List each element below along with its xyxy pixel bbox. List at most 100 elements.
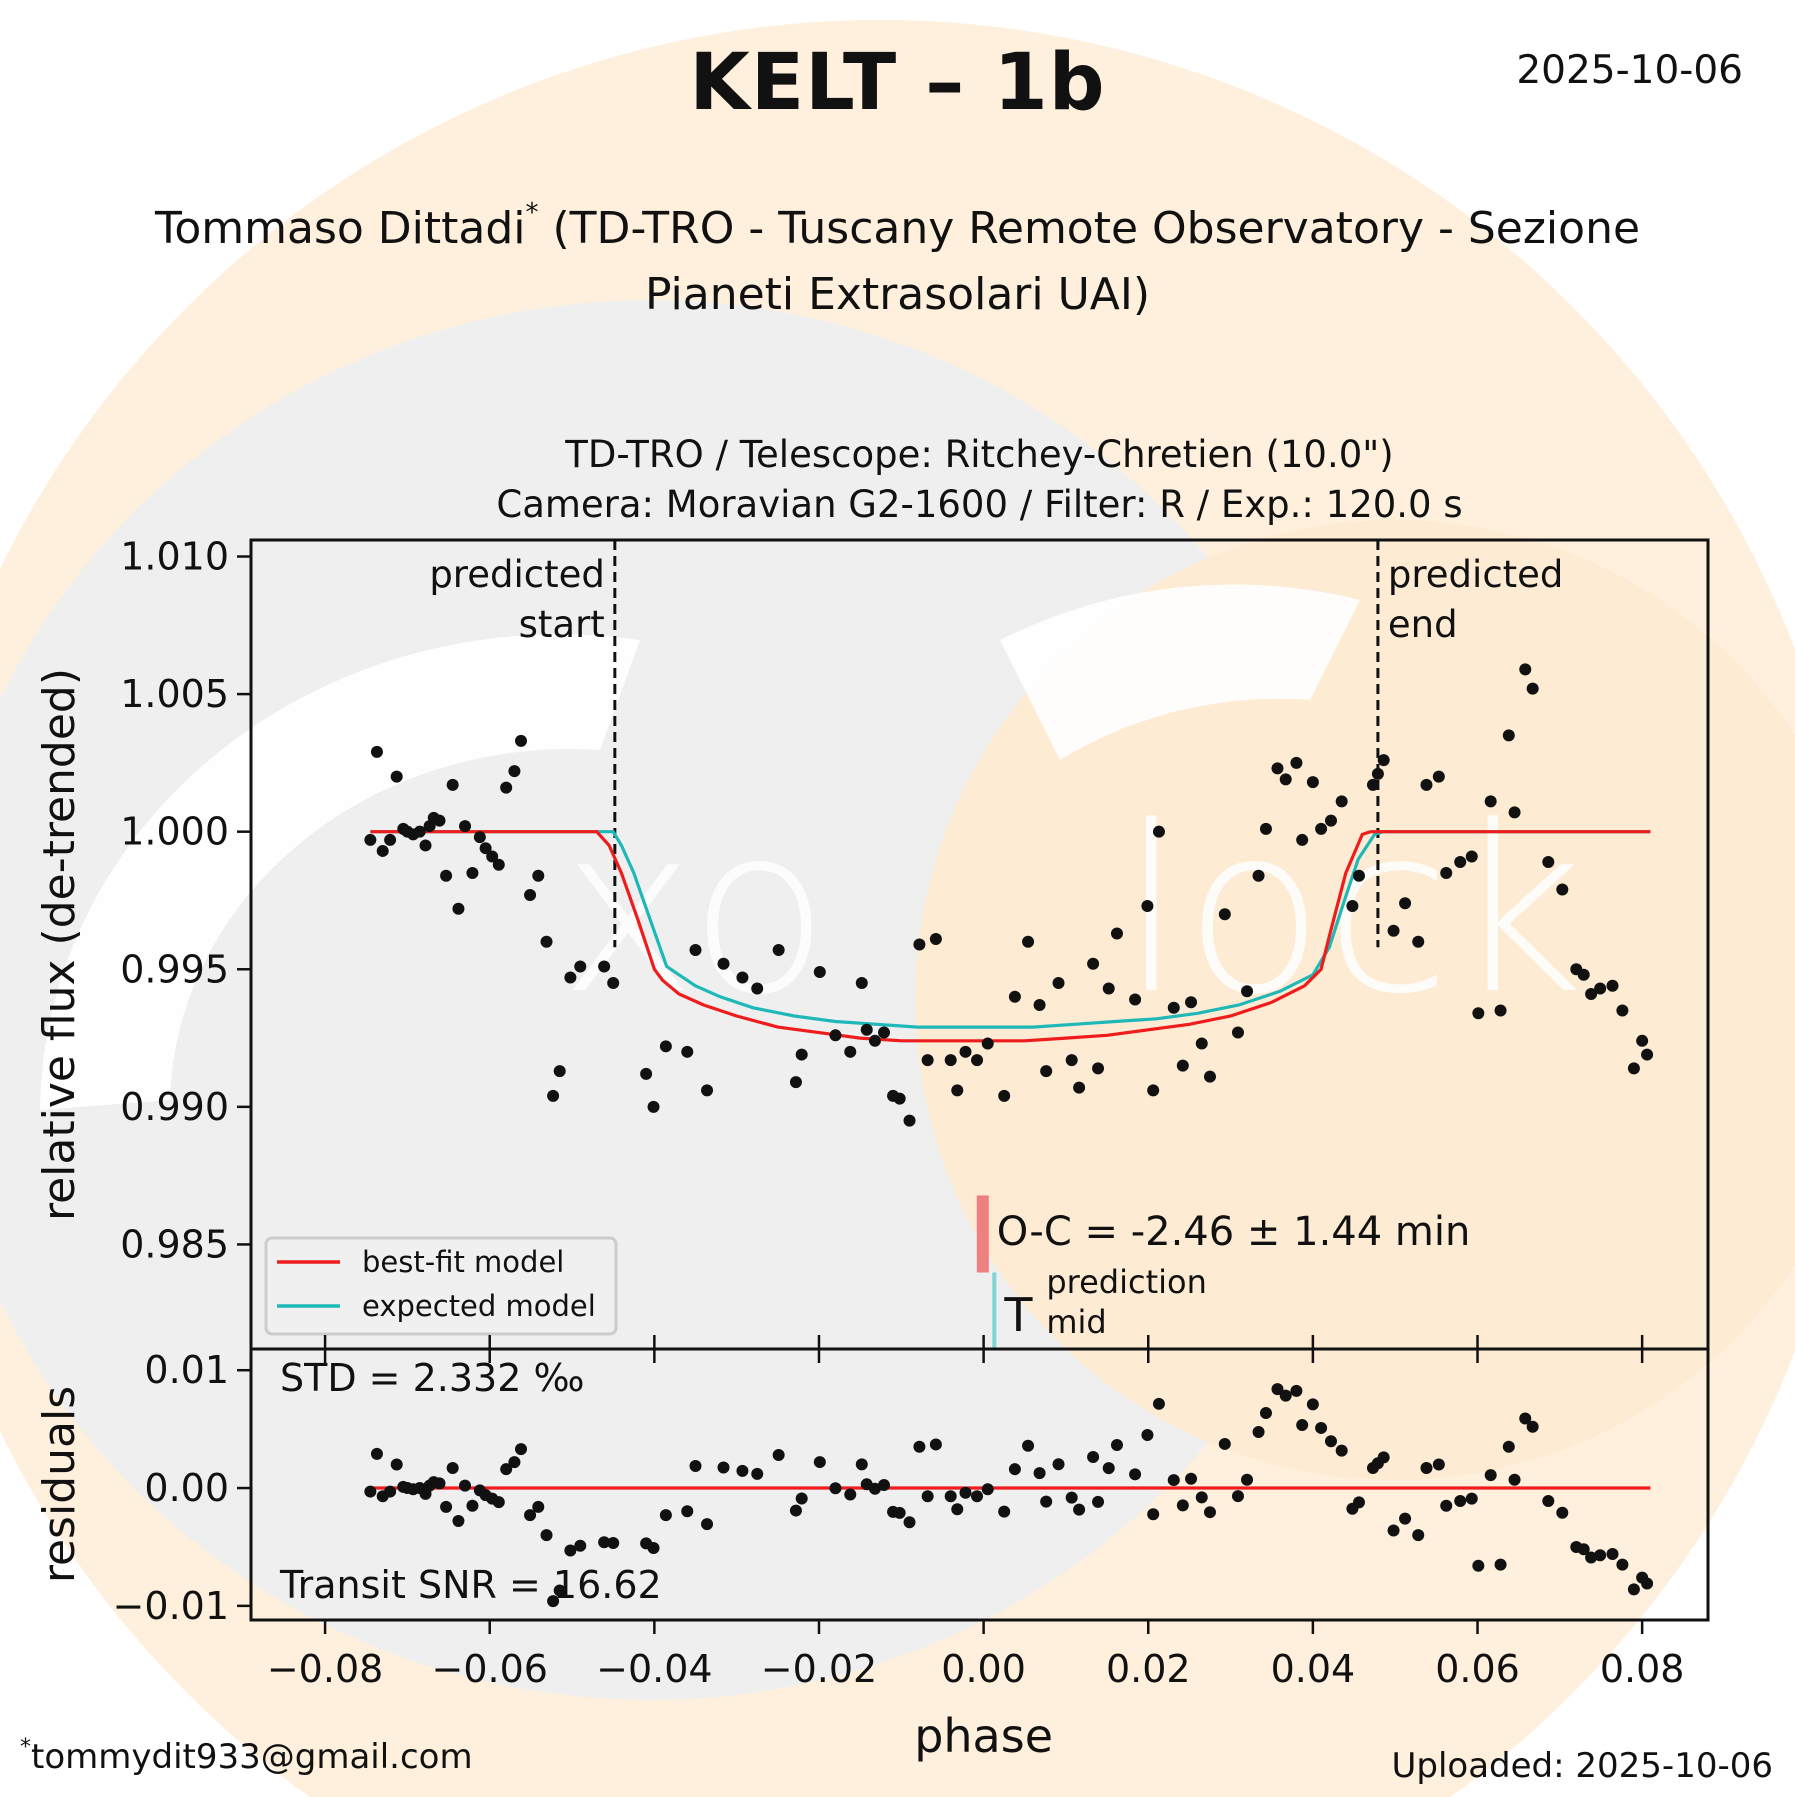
data-point [1008,990,1021,1003]
x-tick-label: −0.08 [267,1647,383,1691]
residual-point [1594,1549,1607,1562]
data-point [413,825,426,838]
data-point [1465,850,1478,863]
data-point [1556,883,1569,896]
data-point [1502,729,1515,742]
data-point [607,977,620,990]
data-point [1387,924,1400,937]
author-name: Tommaso Dittadi [154,203,526,254]
data-point [701,1084,714,1097]
residual-point [1129,1468,1142,1481]
data-point [492,858,505,871]
data-point [1065,1054,1078,1067]
data-point [1335,795,1348,808]
data-point [1577,968,1590,981]
residual-point [508,1456,521,1469]
snr-text: Transit SNR = 16.62 [279,1563,662,1607]
data-point [466,866,479,879]
watermark-orange-disc [915,520,1795,1480]
residual-point [829,1482,842,1495]
residual-point [1259,1406,1272,1419]
data-point [1641,1048,1654,1061]
data-point [1102,982,1115,995]
data-point [508,765,521,778]
instrument-subtitle: TD-TRO / Telescope: Ritchey-Chretien (10… [251,430,1708,530]
data-point [376,844,389,857]
data-point [1585,988,1598,1001]
residual-point [971,1490,984,1503]
residual-point [514,1443,527,1456]
residual-y-tick-label: −0.01 [113,1584,229,1628]
data-point [1346,899,1359,912]
residual-point [1241,1473,1254,1486]
residual-point [944,1490,957,1503]
residual-point [564,1544,577,1557]
data-point [944,1054,957,1067]
residual-point [1195,1491,1208,1504]
data-point [647,1100,660,1113]
subtitle-line-1: TD-TRO / Telescope: Ritchey-Chretien (10… [565,433,1394,476]
residual-point [1065,1491,1078,1504]
data-point [1371,767,1384,780]
data-point [1203,1070,1216,1083]
data-point [1271,762,1284,775]
watermark-white-arc-right [1000,584,1360,760]
residual-point [959,1486,972,1499]
residual-frame [249,1347,1710,1622]
residual-point [440,1500,453,1513]
residual-point [466,1499,479,1512]
y-tick-label: 0.990 [120,1085,229,1129]
residual-point [1399,1512,1412,1525]
residual-point [1324,1435,1337,1448]
residual-point [1231,1490,1244,1503]
data-point [855,977,868,990]
data-point [1052,977,1065,990]
data-point [1542,855,1555,868]
data-point [1454,855,1467,868]
residual-point [532,1500,545,1513]
residual-point [1502,1440,1515,1453]
residual-point [1387,1524,1400,1537]
data-point [913,938,926,951]
data-point [486,850,499,863]
data-point [364,833,377,846]
data-point [878,1026,891,1039]
data-point [717,957,730,970]
residual-point [1440,1499,1453,1512]
residual-point [1185,1472,1198,1485]
data-point [473,831,486,844]
residual-point [1092,1495,1105,1508]
residual-point [1432,1458,1445,1471]
residual-point [736,1464,749,1477]
residual-point [1585,1551,1598,1564]
legend-label-best-fit: best-fit model [362,1245,564,1279]
tmid-subscript: mid [1046,1303,1106,1341]
contact-email: *tommydit933@gmail.com [20,1735,473,1777]
y-tick-label: 0.995 [120,947,229,991]
residual-point [1616,1558,1629,1571]
residual-point [717,1461,730,1474]
y-tick-label: 1.005 [120,672,229,716]
residual-point [1412,1529,1425,1542]
residual-point [452,1515,465,1528]
data-point [1606,979,1619,992]
residual-point [772,1448,785,1461]
residual-point [547,1595,560,1608]
residual-point [500,1463,513,1476]
data-point [1519,663,1532,676]
data-point [1087,957,1100,970]
legend: best-fit model expected model [264,1236,618,1336]
residual-point [459,1479,472,1492]
residual-point [1040,1495,1053,1508]
residual-point [1377,1451,1390,1464]
data-point [1176,1059,1189,1072]
residual-point [1252,1425,1265,1438]
data-point [1616,1004,1629,1017]
residual-point [659,1509,672,1522]
x-axis-label: phase [914,1709,1053,1763]
data-point [1141,899,1154,912]
data-point [1218,908,1231,921]
data-point [1627,1062,1640,1075]
observation-date: 2025-10-06 [1516,48,1743,93]
data-point [1022,935,1035,948]
